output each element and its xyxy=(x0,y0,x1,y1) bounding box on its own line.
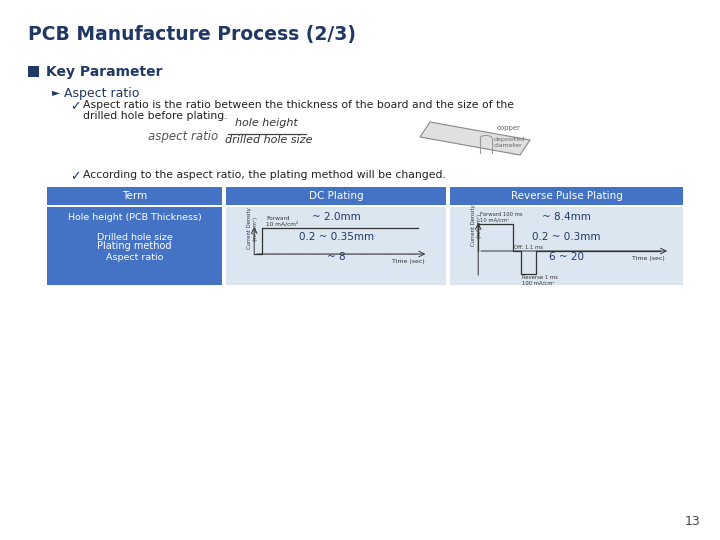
Text: deposited
diameter: deposited diameter xyxy=(494,137,525,148)
Polygon shape xyxy=(420,122,530,155)
Text: Aspect ratio: Aspect ratio xyxy=(106,253,163,261)
Text: DC Plating: DC Plating xyxy=(309,191,364,201)
Bar xyxy=(450,209,683,225)
Text: ✓: ✓ xyxy=(70,100,81,113)
Text: Time (sec): Time (sec) xyxy=(392,259,425,264)
Text: 13: 13 xyxy=(684,515,700,528)
Text: aspect ratio: aspect ratio xyxy=(148,130,218,143)
Text: ~ 2.0mm: ~ 2.0mm xyxy=(312,212,361,222)
Text: Drilled hole size: Drilled hole size xyxy=(96,233,173,241)
Bar xyxy=(226,207,446,285)
Text: Time (sec): Time (sec) xyxy=(632,256,665,261)
Text: 6 ~ 20: 6 ~ 20 xyxy=(549,252,584,262)
Text: ✓: ✓ xyxy=(70,170,81,183)
Bar xyxy=(47,209,222,225)
Bar xyxy=(450,249,683,265)
Text: Reverse 1 ms
100 mA/cm²: Reverse 1 ms 100 mA/cm² xyxy=(522,275,558,286)
Bar xyxy=(226,229,446,245)
Text: Term: Term xyxy=(122,191,147,201)
Text: Reverse Pulse Plating: Reverse Pulse Plating xyxy=(510,191,623,201)
Bar xyxy=(47,229,222,245)
Bar xyxy=(28,66,39,77)
Text: ►: ► xyxy=(52,87,60,97)
Text: According to the aspect ratio, the plating method will be changed.: According to the aspect ratio, the plati… xyxy=(83,170,446,180)
Text: 0.2 ~ 0.3mm: 0.2 ~ 0.3mm xyxy=(532,232,601,242)
Bar xyxy=(450,187,683,205)
Text: copper: copper xyxy=(497,125,521,131)
Text: Current Density
(mA/cm²): Current Density (mA/cm²) xyxy=(247,207,258,249)
Bar xyxy=(226,187,446,205)
Bar xyxy=(450,207,683,285)
Text: drilled hole size: drilled hole size xyxy=(225,135,312,145)
Text: ~ 8.4mm: ~ 8.4mm xyxy=(542,212,591,222)
Text: Hole height (PCB Thickness): Hole height (PCB Thickness) xyxy=(68,213,202,221)
Bar xyxy=(226,249,446,265)
Text: Off: 1.1 ms: Off: 1.1 ms xyxy=(514,245,543,250)
Bar xyxy=(450,229,683,245)
Bar xyxy=(47,207,222,285)
Text: hole height: hole height xyxy=(235,118,298,128)
Text: Key Parameter: Key Parameter xyxy=(46,65,163,79)
Text: Forward 100 ms
10 mA/cm²: Forward 100 ms 10 mA/cm² xyxy=(480,212,523,223)
Bar xyxy=(226,209,446,225)
Text: ~ 8: ~ 8 xyxy=(327,252,346,262)
Text: Forward
10 mA/cm²: Forward 10 mA/cm² xyxy=(266,215,299,227)
Text: Aspect ratio: Aspect ratio xyxy=(64,87,140,100)
Text: PCB Manufacture Process (2/3): PCB Manufacture Process (2/3) xyxy=(28,25,356,44)
Bar xyxy=(47,187,222,205)
Bar xyxy=(47,249,222,265)
Text: drilled hole before plating.: drilled hole before plating. xyxy=(83,111,228,121)
Text: Aspect ratio is the ratio between the thickness of the board and the size of the: Aspect ratio is the ratio between the th… xyxy=(83,100,514,110)
Text: 0.2 ~ 0.35mm: 0.2 ~ 0.35mm xyxy=(299,232,374,242)
Text: Current Density
(mA/cm²): Current Density (mA/cm²) xyxy=(471,204,482,246)
Text: Plating method: Plating method xyxy=(97,241,172,251)
